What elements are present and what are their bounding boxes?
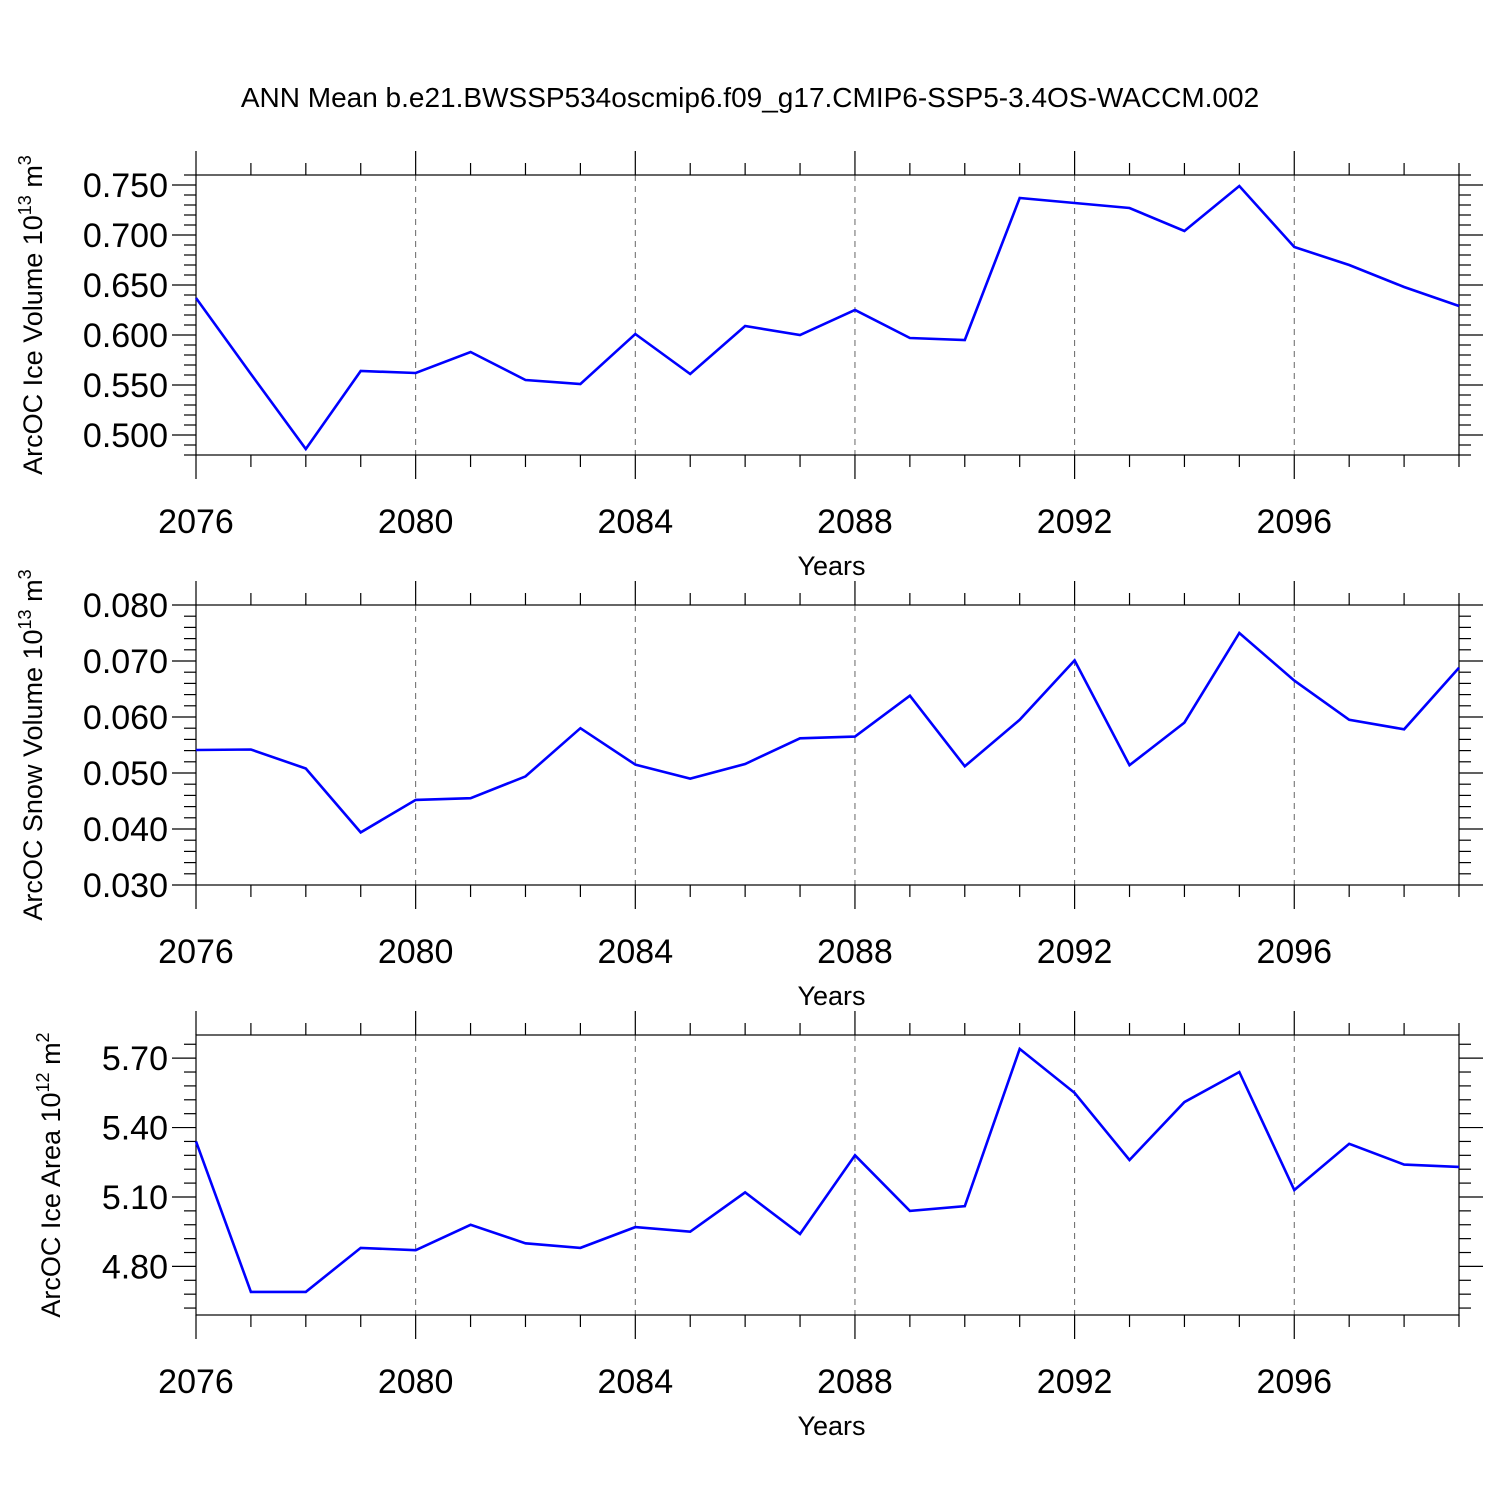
x-tick-label: 2092 — [1037, 1363, 1113, 1401]
y-tick-label: 0.070 — [83, 643, 168, 681]
x-tick-label: 2088 — [817, 503, 893, 541]
x-tick-label: 2088 — [817, 1363, 893, 1401]
y-axis-label: ArcOC Ice Area 1012 m2 — [33, 1032, 66, 1317]
y-tick-label: 5.70 — [102, 1040, 168, 1078]
x-tick-label: 2084 — [597, 503, 673, 541]
panel-1: 0.750 0.700 0.650 0.600 0.550 0.500 2076 2080 20… — [15, 151, 1483, 581]
x-tick-label: 2092 — [1037, 933, 1113, 971]
y-tick-label: 0.050 — [83, 755, 168, 793]
x-tick-label: 2080 — [378, 1363, 454, 1401]
x-tick-label: 2096 — [1256, 503, 1332, 541]
x-axis-label: Years — [797, 981, 865, 1011]
x-tick-label: 2092 — [1037, 503, 1113, 541]
x-tick-label: 2080 — [378, 503, 454, 541]
x-tick-label: 2084 — [597, 1363, 673, 1401]
panel-3: 5.70 5.40 5.10 4.80 2076 2080 2084 2088 2092 2096… — [33, 1011, 1483, 1441]
y-axis-label: ArcOC Snow Volume 1013 m3 — [15, 569, 48, 920]
x-tick-label: 2088 — [817, 933, 893, 971]
x-tick-label: 2084 — [597, 933, 673, 971]
series-line — [194, 184, 1460, 452]
x-tick-label: 2076 — [158, 1363, 234, 1401]
y-tick-label: 0.060 — [83, 699, 168, 737]
y-axis-label: ArcOC Ice Volume 1013 m3 — [15, 155, 48, 475]
y-tick-label: 0.700 — [83, 217, 168, 255]
series-line — [194, 1046, 1460, 1294]
x-tick-label: 2096 — [1256, 1363, 1332, 1401]
y-tick-label: 0.650 — [83, 267, 168, 305]
x-tick-label: 2080 — [378, 933, 454, 971]
panel-2: 0.080 0.070 0.060 0.050 0.040 0.030 2076 2080 20… — [15, 569, 1483, 1011]
y-tick-label: 0.040 — [83, 811, 168, 849]
y-tick-label: 0.500 — [83, 417, 168, 455]
y-tick-label: 0.550 — [83, 367, 168, 405]
y-tick-label: 0.750 — [83, 167, 168, 205]
y-tick-label: 5.10 — [102, 1179, 168, 1217]
plot-frame — [195, 604, 1460, 886]
plot-frame — [195, 1034, 1460, 1316]
x-tick-label: 2096 — [1256, 933, 1332, 971]
y-tick-label: 0.600 — [83, 317, 168, 355]
x-axis-label: Years — [797, 551, 865, 581]
y-tick-label: 0.080 — [83, 587, 168, 625]
x-tick-label: 2076 — [158, 503, 234, 541]
figure-title: ANN Mean b.e21.BWSSP534oscmip6.f09_g17.C… — [240, 82, 1260, 113]
plot-frame — [195, 174, 1460, 456]
y-tick-label: 4.80 — [102, 1248, 168, 1286]
y-tick-label: 5.40 — [102, 1110, 168, 1148]
x-axis-label: Years — [797, 1411, 865, 1441]
x-tick-label: 2076 — [158, 933, 234, 971]
series-line — [195, 631, 1460, 835]
y-tick-label: 0.030 — [83, 867, 168, 905]
